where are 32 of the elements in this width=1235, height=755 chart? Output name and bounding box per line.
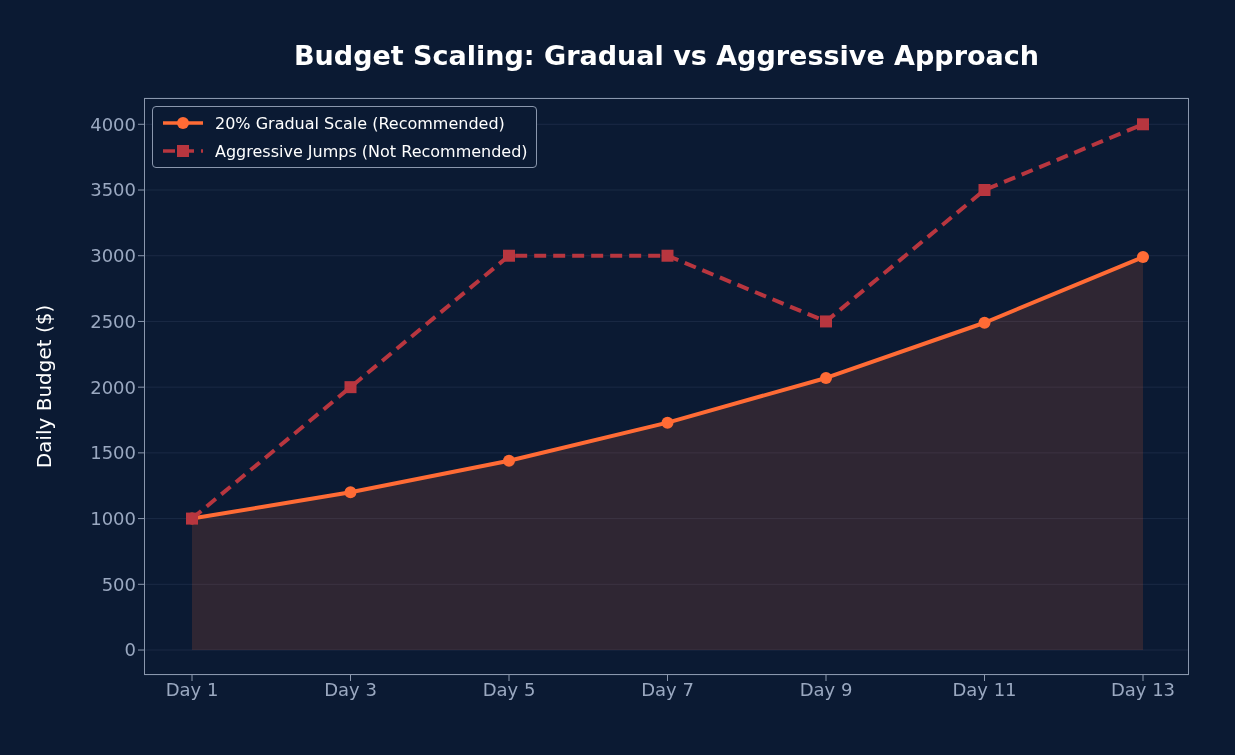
point	[1137, 118, 1149, 131]
point	[661, 249, 674, 262]
y-tick-label: 3500	[90, 179, 136, 201]
point	[344, 486, 357, 499]
point	[978, 316, 991, 329]
x-tick-label: Day 13	[1110, 678, 1176, 700]
point	[661, 416, 674, 429]
y-tick-label: 1000	[90, 507, 136, 529]
y-tick-label: 1500	[90, 442, 136, 464]
y-axis-title: Daily Budget ($)	[32, 304, 57, 469]
legend-label: Aggressive Jumps (Not Recommended)	[215, 141, 528, 161]
point	[344, 381, 357, 394]
point	[820, 315, 832, 328]
point	[503, 454, 515, 467]
x-tick-label: Day 7	[641, 678, 694, 700]
y-tick-label: 2000	[90, 376, 136, 398]
legend-label: 20% Gradual Scale (Recommended)	[215, 113, 505, 133]
chart-title: Budget Scaling: Gradual vs Aggressive Approach	[293, 40, 1040, 71]
y-tick-label: 3000	[90, 245, 136, 267]
x-tick-label: Day 1	[165, 678, 219, 700]
x-tick-label: Day 5	[482, 678, 536, 700]
y-tick-label: 500	[101, 573, 136, 595]
x-tick-label: Day 3	[324, 678, 377, 700]
y-tick-label: 0	[124, 639, 136, 661]
y-tick-label: 4000	[90, 113, 136, 135]
point	[820, 371, 832, 384]
point	[1137, 251, 1149, 264]
point	[503, 249, 515, 262]
x-tick-label: Day 11	[952, 678, 1017, 700]
y-tick-label: 2500	[90, 310, 136, 332]
point	[978, 184, 991, 197]
x-tick-label: Day 9	[799, 678, 853, 700]
